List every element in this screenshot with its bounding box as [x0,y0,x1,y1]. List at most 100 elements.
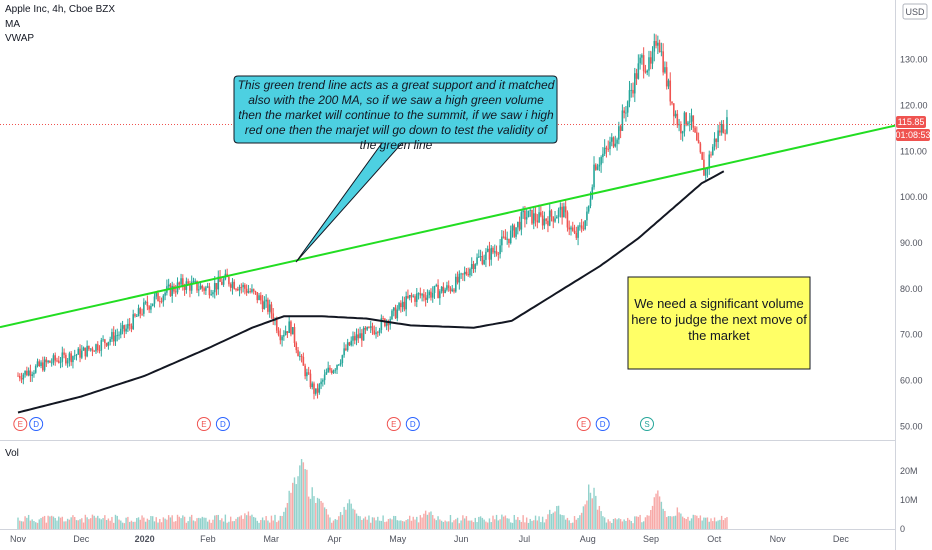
candle-body [492,247,494,253]
volume-bar [47,515,49,529]
volume-bar [199,518,202,529]
volume-axis[interactable]: 20M 10M 0 [900,466,918,534]
earnings-event-marker[interactable]: E [196,417,211,431]
volume-bar [414,519,416,529]
candle-body [501,236,503,246]
candle-body [196,280,198,291]
candle-body [511,225,514,231]
volume-bar [203,517,205,529]
volume-bar [549,509,551,529]
candle-body [424,297,427,300]
support-trendline[interactable] [0,124,896,329]
support-note-callout[interactable] [233,75,558,263]
dividend-event-marker[interactable]: D [215,417,230,431]
earnings-event-marker[interactable]: E [13,417,28,431]
dividend-event-marker[interactable]: D [405,417,420,431]
support-note-text: This green trend line acts as a great su… [237,78,555,152]
time-axis[interactable]: Nov Dec 2020 Feb Mar Apr May Jun Jul Aug Sep Oct Nov… [10,534,849,544]
volume-bar [603,517,606,529]
candle-body [582,228,585,230]
candle-body [291,327,294,335]
volume-bar [380,520,383,529]
candle-body [86,345,88,357]
candle-body [456,276,459,283]
candle-body [607,148,610,150]
volume-bar [102,518,104,529]
earnings-event-marker[interactable]: E [386,417,401,431]
event-circle [386,417,401,431]
candle-body [357,334,360,339]
volume-bar [582,506,585,529]
volume-bar [315,502,317,529]
earnings-event-marker[interactable]: E [576,417,591,431]
indicator-vwap-label[interactable]: VWAP [5,33,35,44]
volume-bar [113,522,115,529]
indicator-ma-label[interactable]: MA [5,19,20,30]
candle-body [201,285,204,289]
volume-bar [254,517,257,529]
candle-body [529,209,532,211]
volume-bar [329,517,331,529]
candle-body [107,341,110,346]
volume-bar [586,500,588,529]
candle-body [371,326,374,331]
volume-bar [481,517,484,529]
volume-pane-label[interactable]: Vol [5,448,19,459]
volume-bar [68,519,71,529]
candle-body [708,154,711,169]
candle-body [566,212,569,228]
volume-bar [176,514,179,529]
volume-bar [109,520,111,529]
candle-body [593,164,595,188]
volume-bar [345,509,347,529]
candle-body [362,327,365,341]
volume-bar [33,520,35,529]
volume-bar [717,520,719,529]
volume-bar [166,519,168,529]
volume-bar [662,508,664,529]
volume-bar [350,503,352,529]
volume-bar [703,517,705,529]
candle-body [339,362,342,365]
volume-note-callout[interactable] [627,276,811,370]
volume-bar [588,484,590,529]
currency-badge[interactable]: USD [902,3,928,20]
candle-body [653,40,656,52]
split-event-marker[interactable]: S [640,417,654,431]
symbol-title[interactable]: Apple Inc, 4h, Cboe BZX [5,4,116,15]
volume-bar [153,521,156,529]
candle-body [302,356,305,366]
volume-bar [658,496,661,529]
event-label: S [644,420,649,429]
price-axis[interactable]: 130.00 120.00 110.00 100.00 90.00 80.00 70.00 6… [900,55,928,432]
candle-body [419,293,422,296]
volume-bar [279,515,282,529]
candle-body [135,316,138,317]
candle-body [408,295,411,298]
candle-body [183,286,186,290]
candle-body [148,306,150,310]
last-price-tag: 115.85 [896,116,926,128]
candle-body [42,362,44,371]
volume-bar [435,520,437,529]
candle-body [508,238,510,244]
dividend-event-marker[interactable]: D [29,417,44,431]
volume-bar [449,515,452,529]
candle-body [111,332,113,340]
volume-bar [494,519,496,529]
candle-body [361,333,363,341]
candle-body [504,236,507,240]
volume-bar [568,520,570,529]
candle-body [137,308,140,317]
volume-bar [245,515,248,529]
volume-bar [276,522,278,529]
volume-bar [673,516,675,529]
candle-body [681,131,684,134]
candle-body [632,89,634,94]
event-label: D [410,420,416,429]
candle-body [355,334,358,341]
candle-body [160,301,163,303]
dividend-event-marker[interactable]: D [595,417,610,431]
candle-body [17,375,19,377]
